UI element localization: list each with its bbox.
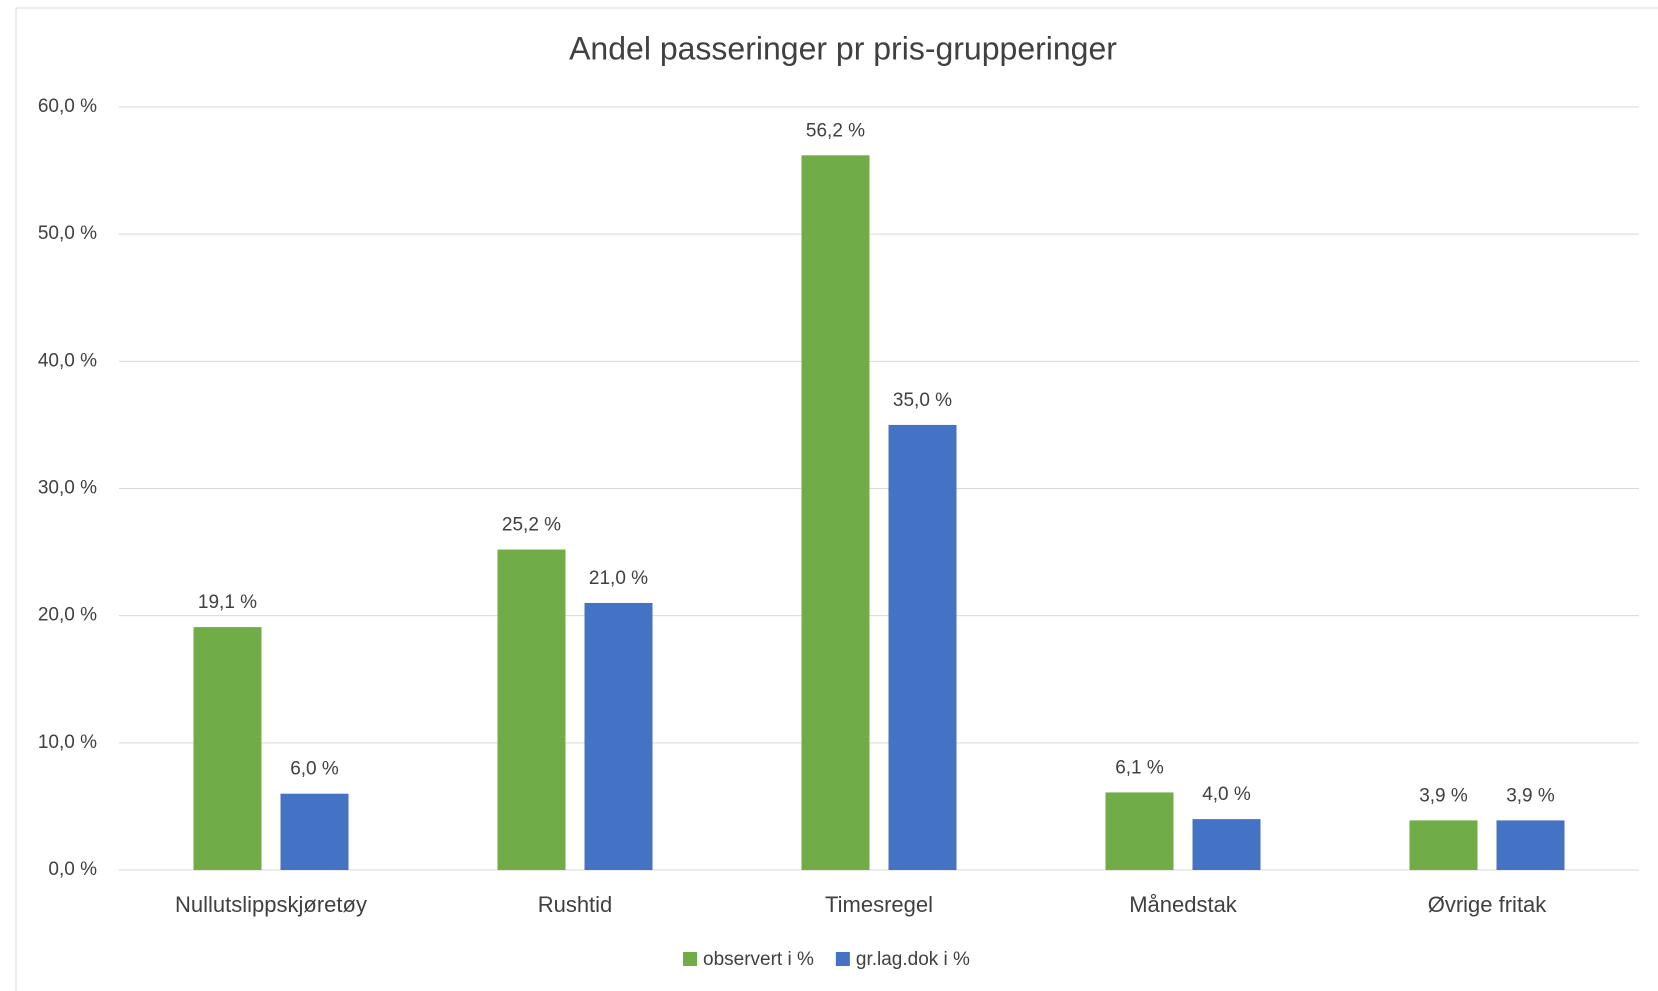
x-tick-label: Øvrige fritak (1428, 892, 1548, 917)
x-tick-label: Nullutslippskjøretøy (175, 892, 367, 917)
y-tick-label: 30,0 % (38, 478, 97, 499)
data-label: 4,0 % (1202, 784, 1251, 805)
bar (1409, 820, 1478, 870)
bar (497, 549, 566, 870)
data-label: 6,1 % (1115, 757, 1164, 778)
bar (584, 602, 653, 870)
legend-swatch (835, 952, 850, 966)
y-tick-label: 20,0 % (38, 605, 97, 626)
legend-swatch (683, 952, 697, 966)
data-label: 21,0 % (589, 568, 648, 589)
data-label: 6,0 % (290, 759, 339, 780)
data-label: 35,0 % (893, 390, 952, 411)
chart-title: Andel passeringer pr pris-grupperinger (569, 30, 1117, 66)
data-label: 19,1 % (198, 592, 257, 613)
chart-frame (15, 7, 1658, 991)
legend-label: gr.lag.dok i % (856, 949, 970, 970)
y-tick-label: 40,0 % (38, 350, 97, 371)
y-tick-label: 10,0 % (38, 732, 97, 753)
data-label: 3,9 % (1506, 785, 1555, 806)
data-label: 3,9 % (1419, 785, 1468, 806)
y-tick-label: 60,0 % (38, 96, 97, 117)
bar (1105, 792, 1174, 870)
legend-label: observert i % (703, 949, 814, 970)
data-label: 56,2 % (806, 120, 865, 141)
data-label: 25,2 % (502, 515, 561, 536)
y-tick-label: 0,0 % (48, 859, 97, 880)
bar (888, 424, 957, 870)
bar (280, 793, 349, 870)
bar (1496, 820, 1565, 870)
x-tick-label: Timesregel (825, 892, 933, 917)
bar (193, 627, 262, 870)
y-tick-label: 50,0 % (38, 223, 97, 244)
bar (1192, 819, 1261, 870)
x-tick-label: Månedstak (1129, 892, 1238, 917)
x-tick-label: Rushtid (538, 892, 613, 917)
bar (801, 155, 870, 870)
